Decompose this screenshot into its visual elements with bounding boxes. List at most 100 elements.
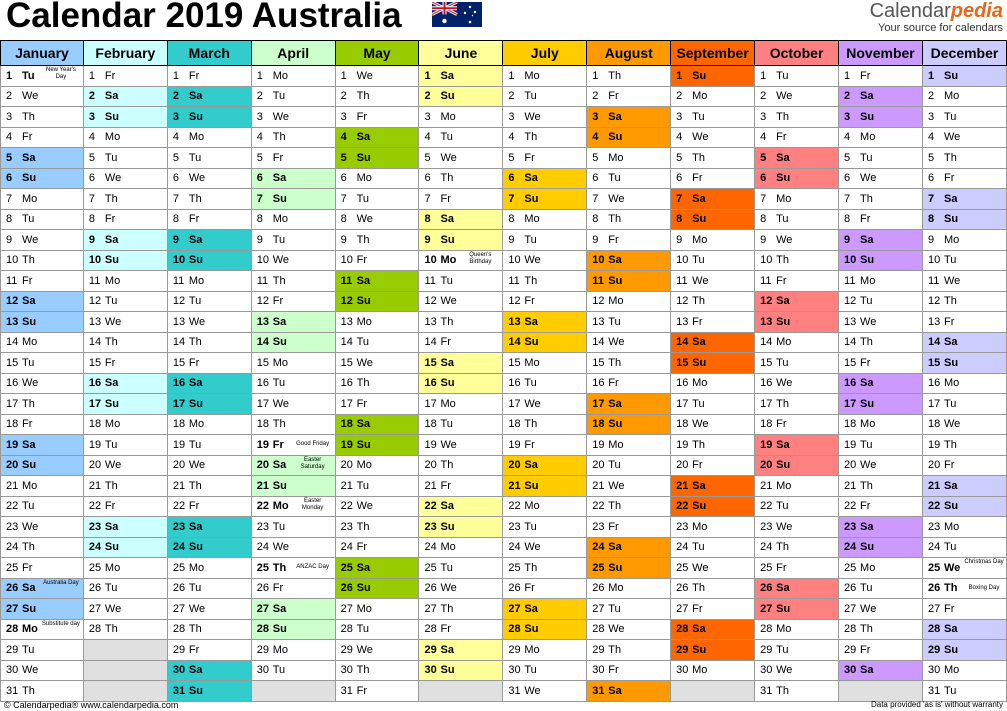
day-cell[interactable]: 16 Sa [838,372,923,394]
day-cell[interactable]: 10 Su [166,249,252,271]
day-cell[interactable]: 28 Su [502,618,588,640]
day-cell[interactable]: 5 Sa [0,147,84,169]
day-cell[interactable]: 21 Tu [334,475,420,497]
day-cell[interactable]: 16 We [754,372,840,394]
day-cell[interactable]: 4 Th [502,126,588,148]
day-cell[interactable]: 16 We [0,372,84,394]
day-cell[interactable]: 14 Mo [754,331,840,353]
day-cell[interactable]: 19 Tu [166,434,252,456]
day-cell[interactable]: 14 Sa [921,331,1007,353]
day-cell[interactable]: 24 Su [82,536,168,558]
day-cell[interactable]: 27 Su [754,598,840,620]
day-cell[interactable]: 11 Fr [754,270,840,292]
day-cell[interactable]: 2 Mo [921,85,1007,107]
day-cell[interactable]: 21 Mo [0,475,84,497]
day-cell[interactable]: 8 Th [586,208,672,230]
day-cell[interactable]: 2 Su [418,85,504,107]
day-cell[interactable]: 2 We [754,85,840,107]
day-cell[interactable]: 8 Tu [0,208,84,230]
day-cell[interactable]: 28 We [586,618,672,640]
day-cell[interactable]: 29 Mo [502,639,588,661]
day-cell[interactable]: 21 Mo [754,475,840,497]
day-cell[interactable]: 18 Mo [82,413,168,435]
day-cell[interactable]: 24 Th [0,536,84,558]
day-cell[interactable]: 11 Th [250,270,336,292]
day-cell[interactable]: 31 We [502,680,588,702]
day-cell[interactable]: 5 We [418,147,504,169]
day-cell[interactable]: 30 Tu [502,659,588,681]
day-cell[interactable]: 11 We [921,270,1007,292]
day-cell[interactable]: 27 Su [0,598,84,620]
day-cell[interactable]: 1 Tu [754,65,840,87]
day-cell[interactable]: 20 Fr [670,454,756,476]
day-cell[interactable]: 10 Mo Queen's Birthday [418,249,504,271]
day-cell[interactable]: 18 We [670,413,756,435]
day-cell[interactable]: 7 Th [166,188,252,210]
day-cell[interactable]: 17 We [250,393,336,415]
day-cell[interactable]: 29 Su [921,639,1007,661]
day-cell[interactable]: 8 Tu [754,208,840,230]
day-cell[interactable]: 10 Fr [334,249,420,271]
day-cell[interactable]: 7 Tu [334,188,420,210]
day-cell[interactable]: 19 Sa [0,434,84,456]
day-cell[interactable]: 11 Tu [418,270,504,292]
day-cell[interactable]: 24 We [250,536,336,558]
day-cell[interactable]: 25 Mo [838,557,923,579]
day-cell[interactable]: 14 We [586,331,672,353]
day-cell[interactable]: 20 Mo [334,454,420,476]
day-cell[interactable]: 24 Tu [670,536,756,558]
day-cell[interactable]: 28 Sa [670,618,756,640]
day-cell[interactable]: 15 Fr [82,352,168,374]
day-cell[interactable]: 14 Th [82,331,168,353]
day-cell[interactable]: 6 Sa [502,167,588,189]
day-cell[interactable]: 24 Mo [418,536,504,558]
day-cell[interactable]: 5 Mo [586,147,672,169]
day-cell[interactable]: 12 Fr [502,290,588,312]
day-cell[interactable]: 10 Th [0,249,84,271]
day-cell[interactable]: 14 Su [502,331,588,353]
day-cell[interactable]: 6 Th [418,167,504,189]
day-cell[interactable]: 27 We [166,598,252,620]
day-cell[interactable]: 26 Sa Australia Day [0,577,84,599]
day-cell[interactable]: 9 Fr [586,229,672,251]
day-cell[interactable]: 10 We [502,249,588,271]
day-cell[interactable]: 30 We [754,659,840,681]
day-cell[interactable]: 7 Th [82,188,168,210]
day-cell[interactable]: 13 Su [0,311,84,333]
day-cell[interactable]: 29 Tu [754,639,840,661]
day-cell[interactable]: 4 Su [586,126,672,148]
day-cell[interactable]: 3 Fr [334,106,420,128]
day-cell[interactable]: 3 Su [82,106,168,128]
day-cell[interactable]: 4 Fr [754,126,840,148]
day-cell[interactable]: 21 Su [502,475,588,497]
day-cell[interactable]: 2 Tu [250,85,336,107]
day-cell[interactable]: 13 We [166,311,252,333]
day-cell[interactable]: 31 Th [0,680,84,702]
day-cell[interactable]: 25 Fr [754,557,840,579]
day-cell[interactable]: 27 Sa [250,598,336,620]
day-cell[interactable]: 4 Fr [0,126,84,148]
day-cell[interactable]: 15 Fr [838,352,923,374]
day-cell[interactable]: 22 Mo [502,495,588,517]
day-cell[interactable]: 18 Fr [754,413,840,435]
day-cell[interactable]: 25 Mo [82,557,168,579]
day-cell[interactable]: 1 Fr [166,65,252,87]
day-cell[interactable]: 25 We [670,557,756,579]
day-cell[interactable]: 13 Sa [250,311,336,333]
day-cell[interactable]: 18 Th [250,413,336,435]
day-cell[interactable]: 20 We [838,454,923,476]
day-cell[interactable]: 5 Th [921,147,1007,169]
day-cell[interactable]: 17 Tu [921,393,1007,415]
day-cell[interactable]: 1 We [334,65,420,87]
day-cell[interactable]: 24 Fr [334,536,420,558]
day-cell[interactable]: 22 Tu [0,495,84,517]
day-cell[interactable]: 23 Su [418,516,504,538]
day-cell[interactable]: 5 Fr [250,147,336,169]
day-cell[interactable]: 19 We [418,434,504,456]
day-cell[interactable]: 13 Fr [670,311,756,333]
day-cell[interactable]: 7 Mo [754,188,840,210]
day-cell[interactable]: 29 Sa [418,639,504,661]
day-cell[interactable]: 7 Sa [921,188,1007,210]
day-cell[interactable]: 30 Fr [586,659,672,681]
day-cell[interactable]: 10 Tu [670,249,756,271]
